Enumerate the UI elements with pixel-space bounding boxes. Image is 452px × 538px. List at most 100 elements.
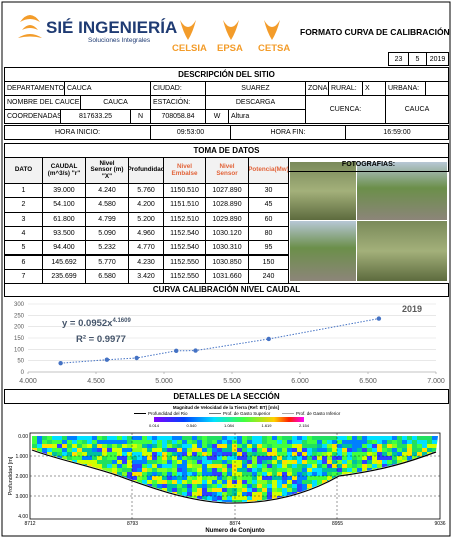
velocity-cell (302, 452, 307, 456)
velocity-cell (97, 452, 102, 456)
velocity-cell (167, 444, 172, 448)
velocity-cell (247, 440, 252, 444)
velocity-cell (217, 476, 222, 480)
velocity-cell (177, 476, 182, 480)
velocity-cell (307, 464, 312, 468)
velocity-cell (332, 460, 337, 464)
velocity-cell (407, 452, 412, 456)
velocity-cell (132, 476, 137, 480)
velocity-cell (82, 440, 87, 444)
table-cell: 39.000 (42, 183, 86, 199)
velocity-cell (332, 464, 337, 468)
velocity-cell (122, 456, 127, 460)
site-cell: DEPARTAMENTO: (4, 81, 65, 96)
velocity-cell (207, 444, 212, 448)
velocity-cell (117, 440, 122, 444)
velocity-cell (357, 444, 362, 448)
velocity-cell (132, 452, 137, 456)
velocity-cell (157, 436, 162, 440)
velocity-cell (237, 496, 242, 500)
velocity-cell (187, 456, 192, 460)
velocity-cell (112, 440, 117, 444)
velocity-cell (302, 436, 307, 440)
velocity-cell (287, 456, 292, 460)
velocity-cell (127, 464, 132, 468)
velocity-cell (122, 436, 127, 440)
velocity-cell (92, 440, 97, 444)
velocity-cell (192, 488, 197, 492)
velocity-cell (372, 456, 377, 460)
velocity-cell (347, 460, 352, 464)
velocity-cell (357, 468, 362, 472)
velocity-cell (347, 444, 352, 448)
velocity-cell (277, 448, 282, 452)
table-cell: 4.200 (128, 197, 164, 213)
table-cell: 4.230 (128, 254, 164, 270)
velocity-cell (282, 464, 287, 468)
table-cell: 1 (4, 183, 43, 199)
velocity-cell (132, 444, 137, 448)
velocity-cell (137, 444, 142, 448)
velocity-cell (177, 460, 182, 464)
velocity-cell (322, 436, 327, 440)
velocity-cell (302, 476, 307, 480)
velocity-cell (332, 456, 337, 460)
velocity-cell (212, 444, 217, 448)
velocity-cell (127, 456, 132, 460)
velocity-cell (162, 472, 167, 476)
velocity-cell (302, 460, 307, 464)
velocity-cell (282, 488, 287, 492)
velocity-cell (287, 484, 292, 488)
velocity-cell (257, 468, 262, 472)
velocity-cell (137, 480, 142, 484)
velocity-cell (277, 488, 282, 492)
velocity-cell (272, 484, 277, 488)
x-tick-label: 6.000 (291, 378, 309, 385)
velocity-cell (287, 440, 292, 444)
velocity-cell (342, 436, 347, 440)
velocity-cell (197, 456, 202, 460)
site-cell: HORA INICIO: (4, 125, 151, 140)
site-cell: CAUCA (80, 95, 151, 110)
velocity-cell (382, 448, 387, 452)
velocity-cell (112, 456, 117, 460)
velocity-cell (177, 480, 182, 484)
velocity-cell (232, 496, 237, 500)
velocity-cell (162, 440, 167, 444)
x-tick-label: 8874 (229, 521, 240, 527)
velocity-cell (122, 440, 127, 444)
velocity-cell (317, 452, 322, 456)
table-cell: 1028.890 (205, 197, 249, 213)
velocity-cell (137, 468, 142, 472)
velocity-cell (312, 480, 317, 484)
velocity-cell (307, 472, 312, 476)
velocity-cell (272, 492, 277, 496)
velocity-cell (47, 452, 52, 456)
velocity-cell (382, 436, 387, 440)
column-header: Potencia(Mw) (248, 157, 289, 184)
velocity-cell (327, 452, 332, 456)
table-cell: 1152.550 (163, 254, 206, 270)
velocity-cell (237, 448, 242, 452)
velocity-cell (322, 452, 327, 456)
velocity-cell (172, 468, 177, 472)
table-cell: 1030.850 (205, 254, 249, 270)
velocity-cell (172, 472, 177, 476)
velocity-cell (252, 460, 257, 464)
velocity-cell (82, 460, 87, 464)
velocity-cell (162, 452, 167, 456)
velocity-cell (252, 488, 257, 492)
velocity-cell (277, 464, 282, 468)
velocity-cell (382, 456, 387, 460)
velocity-cell (222, 444, 227, 448)
velocity-cell (177, 440, 182, 444)
velocity-cell (122, 444, 127, 448)
velocity-cell (97, 448, 102, 452)
table-cell: 1150.510 (163, 183, 206, 199)
velocity-cell (367, 464, 372, 468)
velocity-cell (312, 456, 317, 460)
velocity-cell (47, 440, 52, 444)
velocity-cell (372, 436, 377, 440)
velocity-cell (162, 488, 167, 492)
velocity-cell (342, 464, 347, 468)
